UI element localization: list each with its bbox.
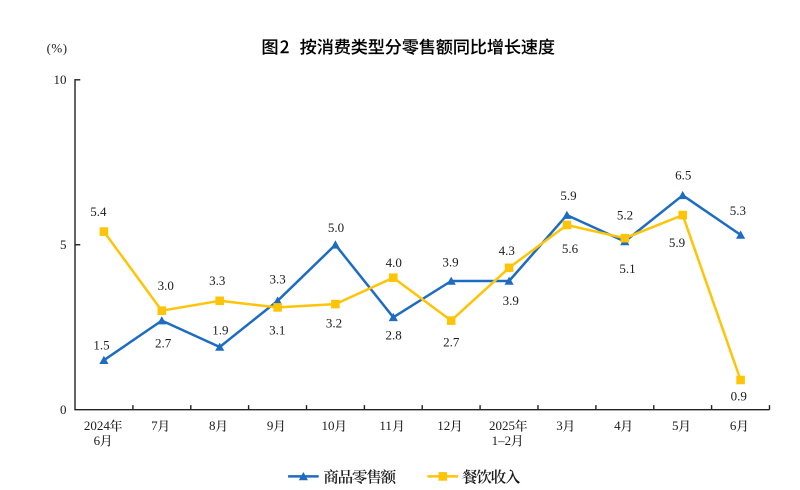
svg-text:6: 6 — [94, 433, 101, 448]
svg-text:3.3: 3.3 — [209, 273, 225, 288]
svg-text:7: 7 — [151, 418, 158, 433]
svg-text:4.0: 4.0 — [386, 255, 402, 270]
svg-text:0.9: 0.9 — [731, 389, 747, 404]
svg-text:6.5: 6.5 — [675, 168, 691, 183]
svg-text:3.2: 3.2 — [326, 316, 342, 331]
svg-text:5.4: 5.4 — [90, 204, 107, 219]
svg-text:10: 10 — [54, 72, 67, 87]
svg-text:5.2: 5.2 — [617, 208, 633, 223]
svg-text:3.9: 3.9 — [503, 293, 519, 308]
svg-text:11: 11 — [379, 418, 392, 433]
svg-text:5.9: 5.9 — [560, 188, 576, 203]
svg-text:3.9: 3.9 — [442, 255, 458, 270]
svg-text:5: 5 — [672, 418, 679, 433]
svg-text:1.9: 1.9 — [212, 323, 228, 338]
svg-text:3: 3 — [556, 418, 563, 433]
svg-text:5: 5 — [60, 237, 67, 252]
svg-text:1–2: 1–2 — [492, 433, 512, 448]
svg-text:2.8: 2.8 — [385, 328, 401, 343]
svg-text:12: 12 — [437, 418, 450, 433]
svg-text:(%): (%) — [47, 40, 68, 55]
svg-text:2024: 2024 — [84, 418, 111, 433]
svg-text:3.0: 3.0 — [158, 278, 174, 293]
svg-text:5.0: 5.0 — [328, 220, 344, 235]
svg-text:8: 8 — [209, 418, 216, 433]
svg-text:3.3: 3.3 — [269, 272, 285, 287]
svg-text:5.1: 5.1 — [619, 261, 635, 276]
svg-text:1.5: 1.5 — [93, 337, 109, 352]
svg-text:6: 6 — [730, 418, 737, 433]
svg-text:0: 0 — [60, 402, 67, 417]
svg-text:5.9: 5.9 — [669, 235, 685, 250]
svg-text:4: 4 — [614, 418, 621, 433]
svg-text:2025: 2025 — [489, 418, 515, 433]
svg-text:2.7: 2.7 — [155, 336, 172, 351]
svg-text:5.3: 5.3 — [730, 203, 746, 218]
svg-text:4.3: 4.3 — [499, 243, 515, 258]
svg-text:9: 9 — [267, 418, 274, 433]
svg-text:10: 10 — [322, 418, 335, 433]
svg-text:2.7: 2.7 — [443, 335, 460, 350]
svg-text:5.6: 5.6 — [562, 241, 579, 256]
svg-text:3.1: 3.1 — [269, 322, 285, 337]
